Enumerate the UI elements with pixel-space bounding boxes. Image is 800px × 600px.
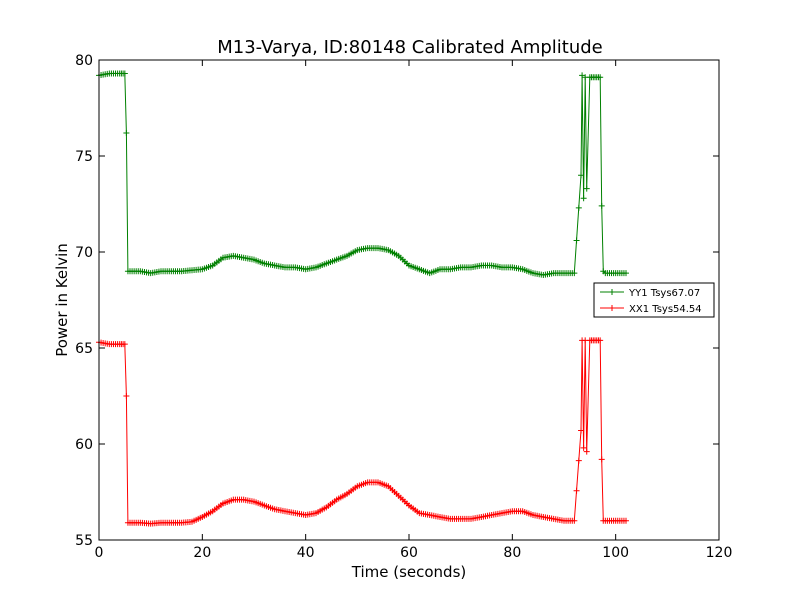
data-point — [121, 341, 128, 348]
data-point — [123, 129, 130, 136]
x-tick-label: 80 — [503, 545, 521, 561]
data-point — [580, 444, 587, 451]
x-tick-label: 20 — [193, 545, 211, 561]
data-point — [598, 456, 605, 463]
data-point — [121, 70, 128, 77]
data-point — [575, 457, 582, 464]
x-axis: 0 20 40 60 80 100 120 — [95, 60, 733, 561]
y-axis-label: Power in Kelvin — [53, 243, 71, 357]
series-0 — [96, 70, 629, 279]
data-point — [578, 172, 585, 179]
y-tick-label: 80 — [75, 53, 93, 69]
legend-marker — [609, 305, 615, 311]
data-point — [573, 237, 580, 244]
data-point — [579, 72, 586, 79]
x-tick-label: 40 — [297, 545, 315, 561]
data-point — [571, 270, 578, 277]
data-point — [573, 487, 580, 494]
y-tick-label: 60 — [75, 437, 93, 453]
legend: YY1 Tsys67.07 XX1 Tsys54.54 — [593, 282, 715, 318]
x-tick-label: 60 — [400, 545, 418, 561]
x-tick-label: 0 — [95, 545, 104, 561]
data-point — [623, 270, 629, 277]
data-point — [583, 185, 590, 192]
y-tick-label: 55 — [75, 533, 93, 549]
data-point — [598, 202, 605, 209]
legend-marker — [609, 289, 615, 295]
legend-label: YY1 Tsys67.07 — [628, 288, 700, 299]
legend-box — [593, 282, 715, 318]
data-point — [578, 427, 585, 434]
y-axis: 55 60 65 70 75 80 — [75, 53, 719, 549]
data-point — [597, 337, 604, 344]
data-point — [575, 204, 582, 211]
x-axis-label: Time (seconds) — [351, 563, 467, 581]
y-tick-label: 75 — [75, 149, 93, 165]
series-1 — [96, 337, 629, 527]
data-point — [623, 517, 629, 524]
data-point — [597, 74, 604, 81]
data-point — [123, 393, 130, 399]
data-point — [571, 517, 578, 524]
x-tick-label: 100 — [602, 545, 629, 561]
legend-label: XX1 Tsys54.54 — [629, 304, 702, 315]
y-tick-label: 65 — [75, 341, 93, 357]
data-point — [583, 448, 590, 455]
x-tick-label: 120 — [706, 545, 733, 561]
y-tick-label: 70 — [75, 245, 93, 261]
chart-title: M13-Varya, ID:80148 Calibrated Amplitude — [217, 37, 603, 58]
series-layer — [96, 70, 629, 527]
data-point — [580, 195, 587, 202]
